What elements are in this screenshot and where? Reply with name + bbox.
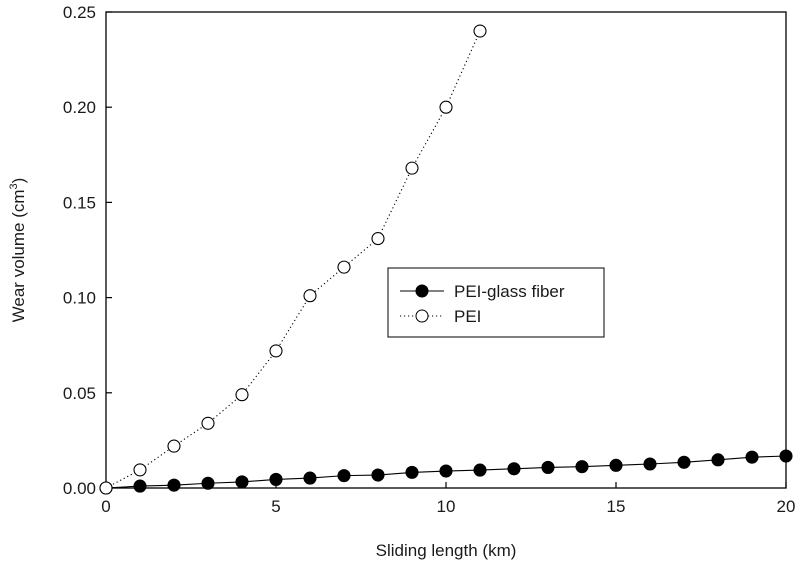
data-point-pei	[235, 388, 249, 402]
data-point-pei-glass-fiber	[575, 460, 589, 474]
data-point-pei-glass-fiber	[711, 453, 725, 467]
data-point-pei	[473, 24, 487, 38]
legend: PEI-glass fiber PEI	[387, 267, 605, 338]
data-point-pei-glass-fiber	[303, 471, 317, 485]
data-point-pei	[405, 161, 419, 175]
data-point-pei	[337, 260, 351, 274]
y-tick-label: 0.05	[63, 384, 96, 403]
data-point-pei-glass-fiber	[201, 476, 215, 490]
data-point-pei	[167, 439, 181, 453]
data-point-pei-glass-fiber	[405, 465, 419, 479]
y-axis-title-main: Wear volume (cm	[9, 189, 28, 322]
data-point-pei-glass-fiber	[507, 462, 521, 476]
data-point-pei-glass-fiber	[609, 458, 623, 472]
data-point-pei-glass-fiber	[337, 469, 351, 483]
data-point-pei-glass-fiber	[643, 457, 657, 471]
data-point-pei-glass-fiber	[745, 450, 759, 464]
plot-area-frame	[105, 11, 787, 489]
data-point-pei	[269, 344, 283, 358]
data-point-pei-glass-fiber	[167, 478, 181, 492]
series-line-pei	[105, 30, 481, 489]
x-axis-title: Sliding length (km)	[376, 541, 517, 560]
data-point-pei-glass-fiber	[473, 463, 487, 477]
data-point-pei-glass-fiber	[677, 455, 691, 469]
data-point-pei	[201, 416, 215, 430]
y-axis-title-superscript: 3	[8, 183, 20, 189]
legend-label-pei-glass-fiber: PEI-glass fiber	[454, 282, 565, 301]
data-point-pei	[303, 289, 317, 303]
data-point-pei	[99, 481, 113, 495]
data-point-pei	[371, 232, 385, 246]
y-tick-label: 0.20	[63, 98, 96, 117]
x-tick-label: 10	[437, 497, 456, 516]
data-point-pei-glass-fiber	[133, 479, 147, 493]
x-tick-label: 15	[607, 497, 626, 516]
y-tick-label: 0.25	[63, 3, 96, 22]
legend-label-pei: PEI	[454, 307, 481, 326]
x-tick-label: 0	[101, 497, 110, 516]
y-axis-ticks: 0.00 0.05 0.10 0.15 0.20 0.25	[63, 3, 112, 498]
y-tick-label: 0.10	[63, 289, 96, 308]
data-point-pei-glass-fiber	[269, 472, 283, 486]
legend-box	[387, 267, 605, 338]
series-layer	[99, 24, 793, 495]
x-tick-label: 20	[777, 497, 796, 516]
data-point-pei-glass-fiber	[235, 475, 249, 489]
x-tick-label: 5	[271, 497, 280, 516]
data-point-pei-glass-fiber	[371, 468, 385, 482]
legend-marker-pei	[415, 309, 429, 323]
y-tick-label: 0.00	[63, 479, 96, 498]
data-point-pei-glass-fiber	[439, 464, 453, 478]
data-point-pei	[133, 463, 147, 477]
data-point-pei-glass-fiber	[779, 449, 793, 463]
data-point-pei	[439, 100, 453, 114]
data-point-pei-glass-fiber	[541, 460, 555, 474]
y-axis-title-close: )	[9, 178, 28, 184]
x-axis-ticks: 0 5 10 15 20	[101, 482, 795, 516]
legend-marker-pei-glass-fiber	[415, 284, 429, 298]
y-tick-label: 0.15	[63, 193, 96, 212]
y-axis-title: Wear volume (cm3)	[8, 178, 28, 323]
